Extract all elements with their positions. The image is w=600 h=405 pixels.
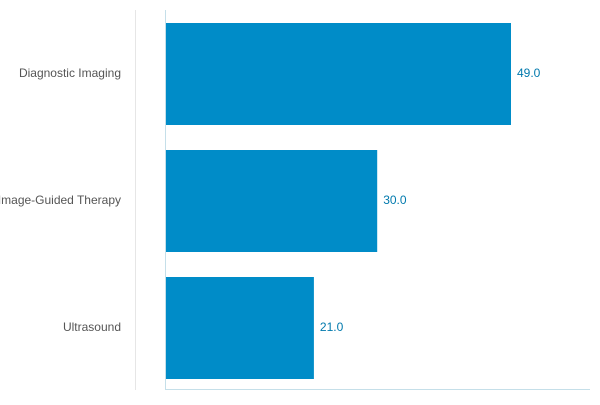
- bar-0: [166, 23, 511, 125]
- value-label-2: 21.0: [320, 320, 344, 334]
- category-label-0: Diagnostic Imaging: [19, 66, 121, 80]
- value-label-0: 49.0: [517, 66, 541, 80]
- bars-layer: 49.0 Diagnostic Imaging 30.0 Image-Guided T…: [0, 23, 541, 379]
- bar-1: [166, 150, 378, 252]
- category-label-2: Ultrasound: [63, 320, 121, 334]
- value-label-1: 30.0: [383, 193, 407, 207]
- bar-2: [166, 277, 314, 379]
- category-label-1: Image-Guided Therapy: [0, 193, 121, 207]
